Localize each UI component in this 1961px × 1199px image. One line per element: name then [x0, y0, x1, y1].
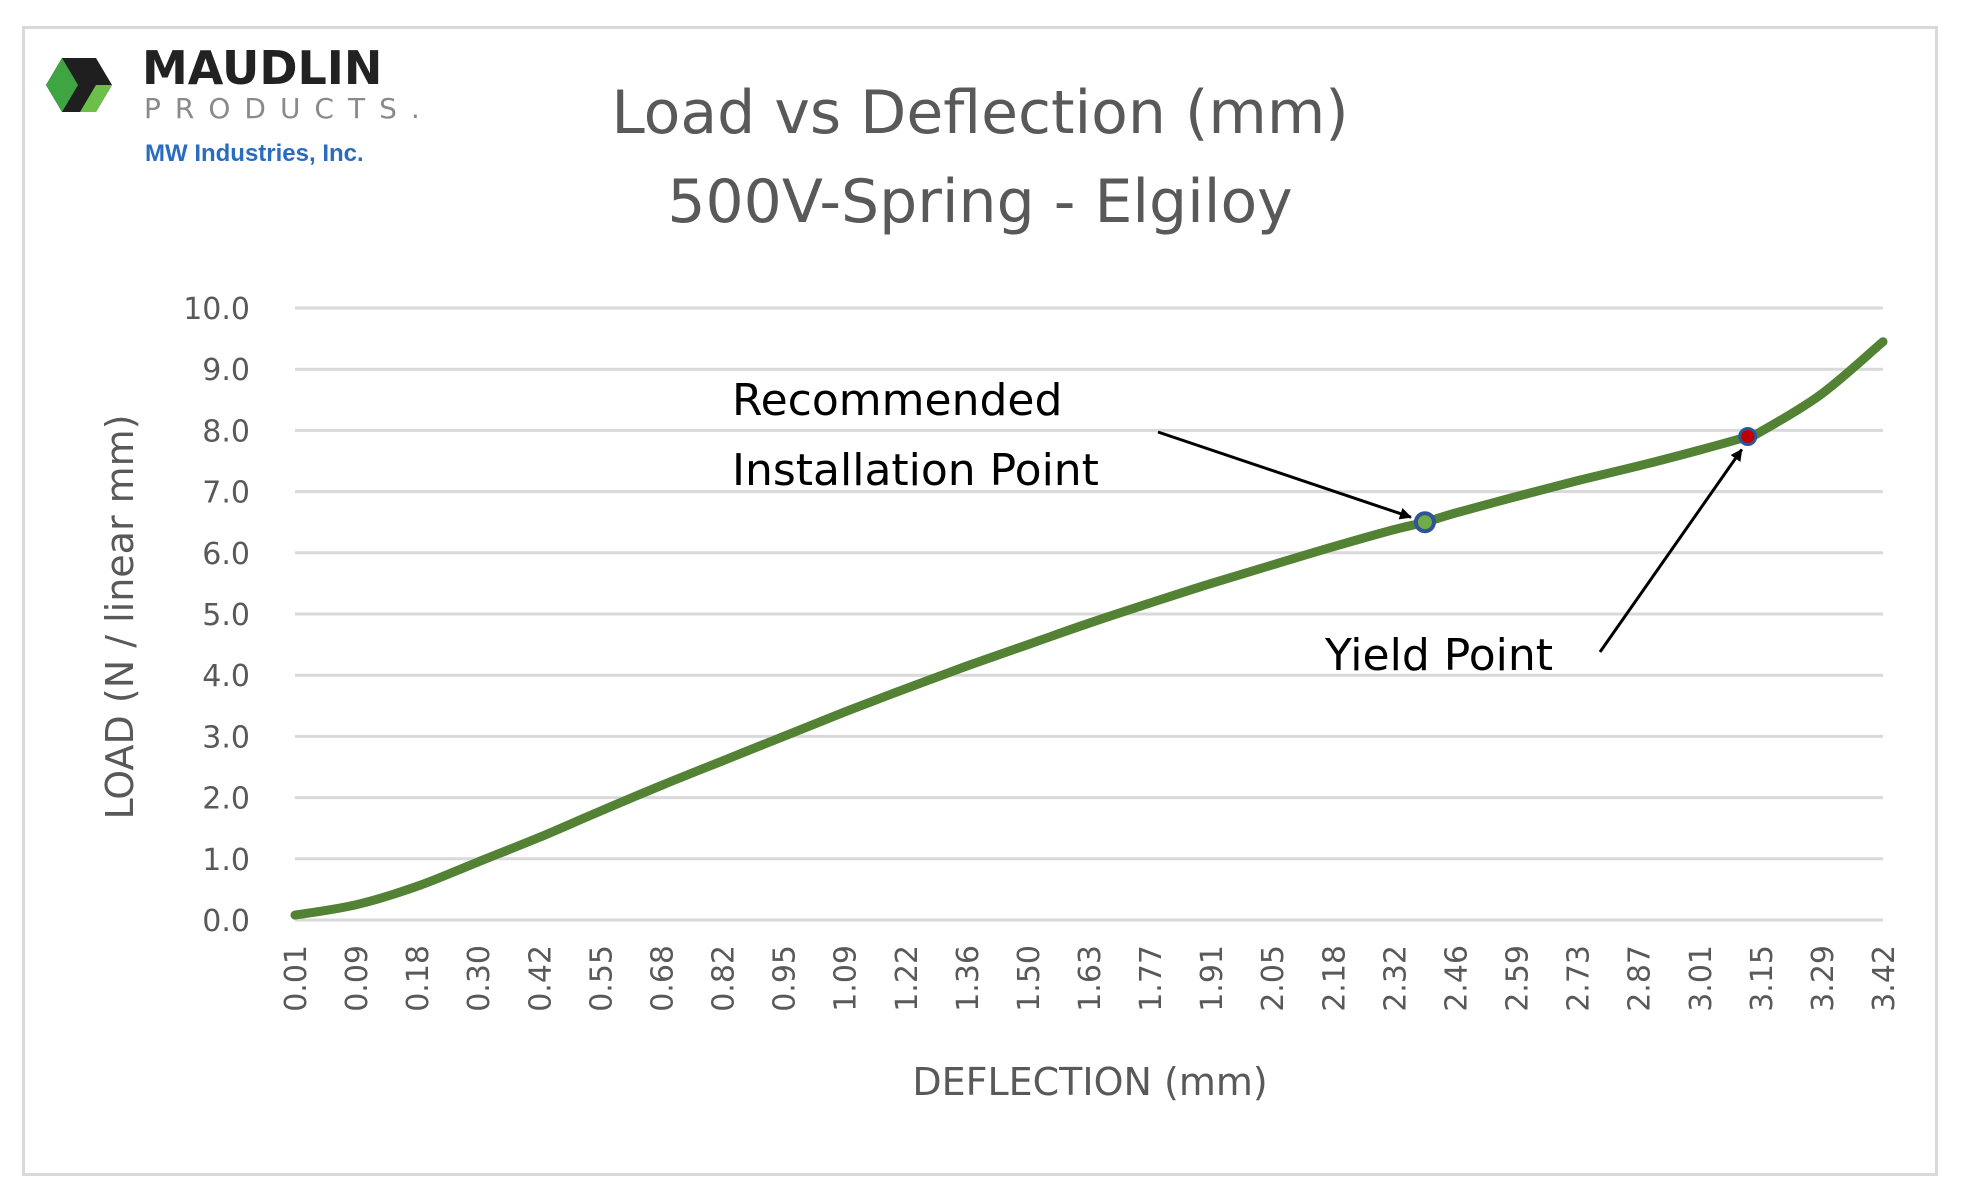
x-tick-labels: 0.01 0.09 0.18 0.30 0.42 0.55 0.68 0.82 0.95 1.09… [279, 945, 1902, 1012]
logo-company: MW Industries, Inc. [145, 140, 364, 167]
y-tick-label: 6.0 [202, 537, 250, 572]
y-tick-label: 5.0 [202, 598, 250, 633]
grid-lines [295, 306, 1883, 922]
yield-point-label: Yield Point [1324, 630, 1553, 681]
x-tick-label: 1.77 [1134, 945, 1169, 1012]
y-axis-label: LOAD (N / linear mm) [98, 414, 142, 819]
y-tick-label: 3.0 [202, 720, 250, 755]
x-tick-label: 1.09 [829, 945, 864, 1012]
x-tick-label: 2.32 [1378, 945, 1413, 1012]
y-tick-label: 9.0 [202, 353, 250, 388]
y-tick-labels: 0.0 1.0 2.0 3.0 4.0 5.0 6.0 7.0 8.0 9.0 10.0 [183, 292, 250, 939]
maudlin-logo: MAUDLIN PRODUCTS. MW Industries, Inc. [46, 41, 434, 167]
x-tick-label: 0.42 [523, 945, 558, 1012]
x-tick-label: 3.29 [1806, 945, 1841, 1012]
x-tick-label: 1.36 [951, 945, 986, 1012]
y-tick-label: 10.0 [183, 292, 250, 327]
logo-sub: PRODUCTS. [144, 92, 434, 125]
logo-name: MAUDLIN [142, 41, 382, 95]
y-tick-label: 1.0 [202, 843, 250, 878]
x-tick-label: 3.15 [1745, 945, 1780, 1012]
logo-hexagon-green-right-icon [80, 85, 112, 112]
chart-title: Load vs Deflection (mm) [611, 78, 1348, 148]
x-tick-label: 1.22 [890, 945, 925, 1012]
y-tick-label: 7.0 [202, 476, 250, 511]
x-tick-label: 2.87 [1623, 945, 1658, 1012]
x-tick-label: 0.18 [401, 945, 436, 1012]
x-tick-label: 2.59 [1501, 945, 1536, 1012]
y-tick-label: 4.0 [202, 659, 250, 694]
x-tick-label: 1.91 [1195, 945, 1230, 1012]
x-tick-label: 0.95 [768, 945, 803, 1012]
yield-point-marker [1738, 427, 1758, 447]
x-tick-label: 3.01 [1684, 945, 1719, 1012]
chart-frame [22, 26, 1938, 1176]
x-tick-label: 0.55 [584, 945, 619, 1012]
x-tick-label: 3.42 [1867, 945, 1902, 1012]
x-tick-label: 0.68 [645, 945, 680, 1012]
x-tick-label: 1.50 [1012, 945, 1047, 1012]
yield-point-arrow [1598, 448, 1743, 653]
x-tick-label: 0.01 [279, 945, 314, 1012]
x-tick-label: 2.73 [1562, 945, 1597, 1012]
x-tick-label: 2.46 [1439, 945, 1474, 1012]
y-tick-label: 8.0 [202, 414, 250, 449]
x-tick-label: 0.30 [462, 945, 497, 1012]
x-tick-label: 0.09 [340, 945, 375, 1012]
installation-point-label-line1: Recommended [732, 375, 1062, 426]
x-tick-label: 1.63 [1073, 945, 1108, 1012]
x-tick-label: 2.05 [1256, 945, 1291, 1012]
x-tick-label: 0.82 [707, 945, 742, 1012]
series-line [290, 337, 1888, 920]
x-tick-label: 2.18 [1317, 945, 1352, 1012]
installation-point-arrow [1157, 430, 1412, 520]
installation-point-marker [1413, 511, 1436, 534]
installation-point-label-line2: Installation Point [732, 445, 1099, 496]
x-axis-label: DEFLECTION (mm) [912, 1060, 1267, 1104]
y-tick-label: 2.0 [202, 782, 250, 817]
y-tick-label: 0.0 [202, 904, 250, 939]
logo-hexagon-green-left-icon [46, 58, 78, 112]
chart-subtitle: 500V-Spring - Elgiloy [667, 167, 1292, 237]
